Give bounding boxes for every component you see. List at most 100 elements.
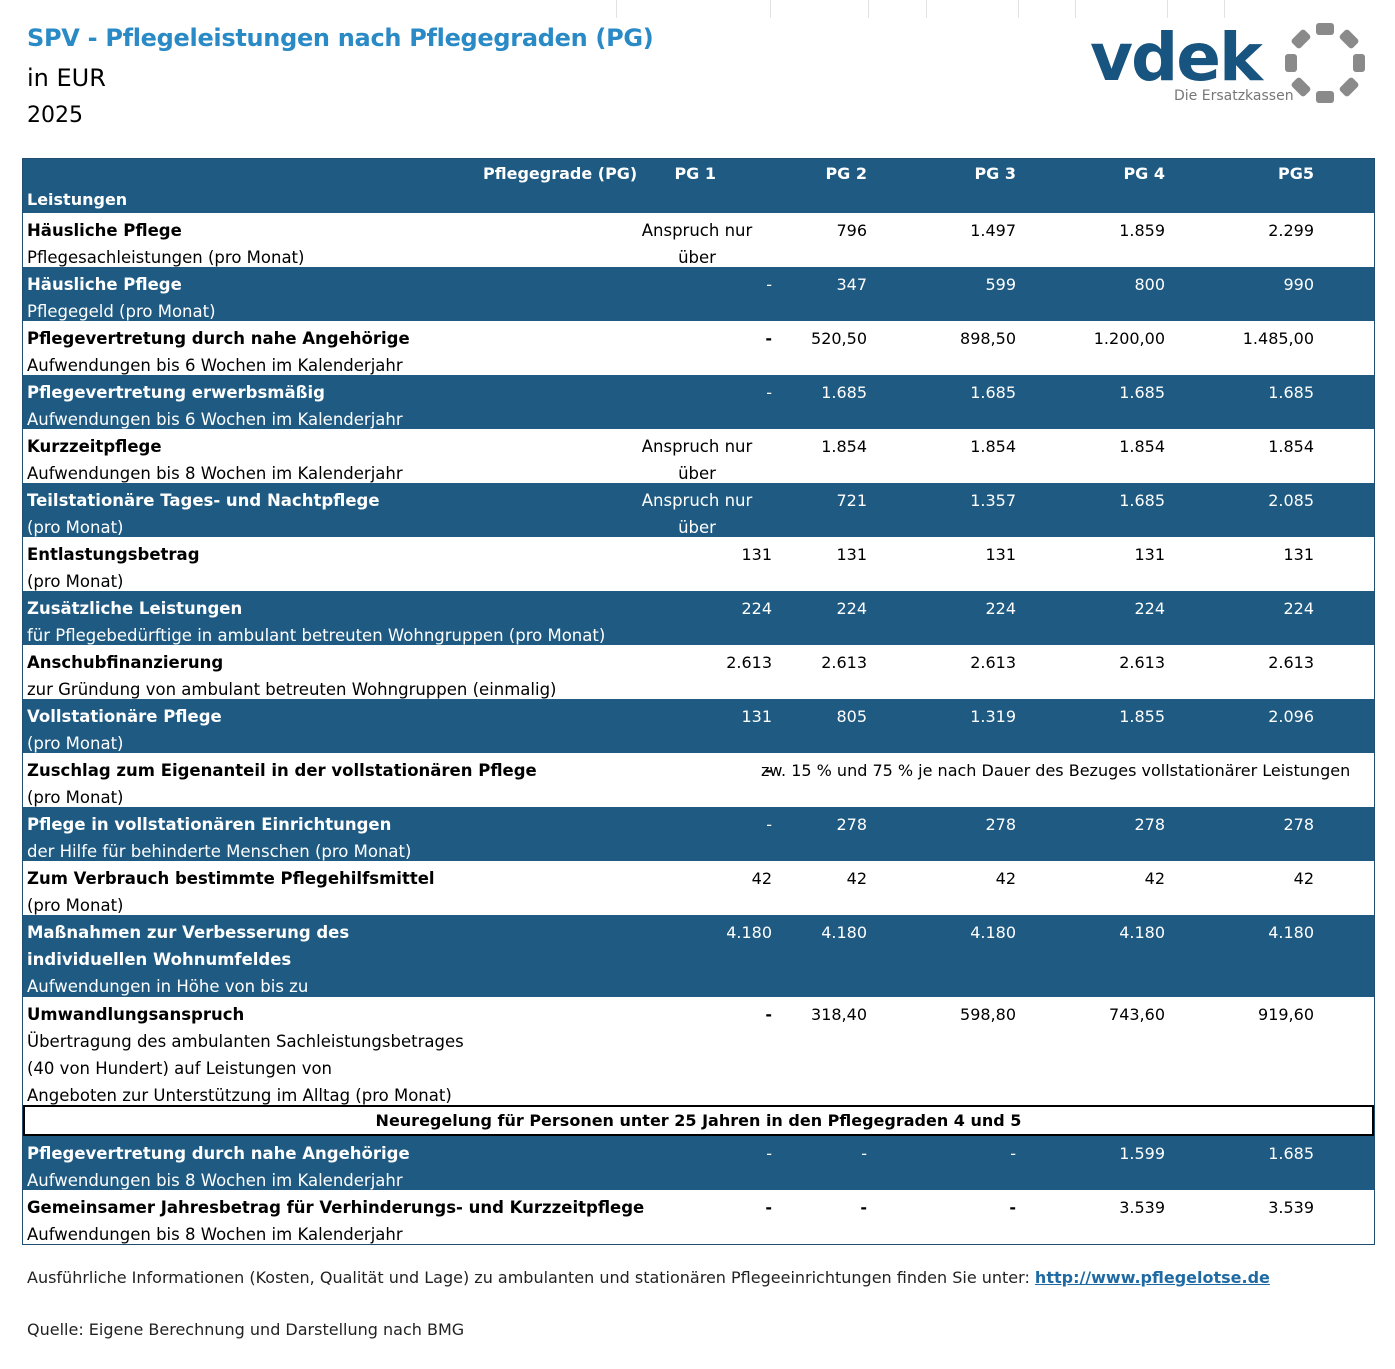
col-header-pg5: PG5: [1278, 164, 1314, 183]
value-pg2: 278: [836, 815, 867, 834]
logo-ring-segment: [1339, 29, 1359, 49]
vdek-logo: vdek Die Ersatzkassen: [1090, 18, 1370, 108]
value-pg4: 1.685: [1119, 491, 1165, 510]
col-header-pg2: PG 2: [825, 164, 867, 183]
value-pg2: 224: [836, 599, 867, 618]
row-subtitle: Pflegesachleistungen (pro Monat): [27, 248, 305, 267]
row-subtitle: (pro Monat): [27, 788, 124, 807]
value-pg1: 224: [741, 599, 772, 618]
row-subtitle: für Pflegebedürftige in ambulant betreut…: [27, 626, 606, 645]
value-pg5: 1.854: [1268, 437, 1314, 456]
value-pg2: 4.180: [821, 923, 867, 942]
table-row: Pflege in vollstationären Einrichtungen d…: [23, 807, 1374, 861]
row-title: Häusliche Pflege: [27, 221, 182, 240]
row-subtitle: der Hilfe für behinderte Menschen (pro M…: [27, 842, 412, 861]
benefits-table: Pflegegrade (PG) Leistungen PG 1 PG 2 PG…: [22, 158, 1375, 1245]
table-row: Entlastungsbetrag (pro Monat) 131 131 131 131…: [23, 537, 1374, 591]
logo-ring-icon: [1285, 23, 1365, 103]
row-title: Pflegevertretung durch nahe Angehörige: [27, 329, 410, 348]
row-label: Pflegevertretung durch nahe Angehörige Au…: [27, 1140, 410, 1194]
row-title: Pflege in vollstationären Einrichtungen: [27, 815, 392, 834]
row-label: Umwandlungsanspruch Übertragung des ambul…: [27, 1001, 464, 1109]
value-pg4: 1.855: [1119, 707, 1165, 726]
table-row: Anschubfinanzierung zur Gründung von ambu…: [23, 645, 1374, 699]
row-title: Vollstationäre Pflege: [27, 707, 222, 726]
row-label: Häusliche Pflege Pflegesachleistungen (pr…: [27, 217, 304, 271]
value-pg2: 1.685: [821, 383, 867, 402]
value-pg1: 131: [741, 707, 772, 726]
value-pg3: 224: [985, 599, 1016, 618]
value-pg4: 1.599: [1119, 1144, 1165, 1163]
row-subtitle: Angeboten zur Unterstützung im Alltag (p…: [27, 1086, 452, 1105]
row-label: Teilstationäre Tages- und Nachtpflege (pr…: [27, 487, 380, 541]
row-subtitle: Aufwendungen bis 6 Wochen im Kalenderjah…: [27, 410, 403, 429]
table-row: Gemeinsamer Jahresbetrag für Verhinderun…: [23, 1190, 1374, 1244]
value-pg2: 318,40: [811, 1005, 867, 1024]
row-title: Zusätzliche Leistungen: [27, 599, 243, 618]
value-pg1: -: [765, 1005, 772, 1024]
row-subtitle: (40 von Hundert) auf Leistungen von: [27, 1059, 333, 1078]
value-pg3: 278: [985, 815, 1016, 834]
value-pg5: 1.685: [1268, 1144, 1314, 1163]
value-pg2: 520,50: [811, 329, 867, 348]
value-pg2: -: [860, 1198, 867, 1217]
row-title: Zum Verbrauch bestimmte Pflegehilfsmitte…: [27, 869, 435, 888]
value-pg1: -: [765, 1198, 772, 1217]
value-pg2: 796: [836, 221, 867, 240]
value-pg5: 2.613: [1268, 653, 1314, 672]
table-row: Zum Verbrauch bestimmte Pflegehilfsmitte…: [23, 861, 1374, 915]
value-pg5: 131: [1283, 545, 1314, 564]
row-label: Pflegevertretung erwerbsmäßig Aufwendunge…: [27, 379, 403, 433]
table-row: Pflegevertretung erwerbsmäßig Aufwendunge…: [23, 375, 1374, 429]
logo-ring-segment: [1291, 77, 1311, 97]
value-pg4: 1.854: [1119, 437, 1165, 456]
value-pg4: 743,60: [1109, 1005, 1165, 1024]
value-pg5: 2.085: [1268, 491, 1314, 510]
value-pg3: -: [1009, 1198, 1016, 1217]
value-pg4: 131: [1134, 545, 1165, 564]
row-label: Gemeinsamer Jahresbetrag für Verhinderun…: [27, 1194, 644, 1248]
row-title: Entlastungsbetrag: [27, 545, 200, 564]
value-pg1: 2.613: [726, 653, 772, 672]
value-pg1: -: [766, 383, 772, 402]
value-pg5: 1.685: [1268, 383, 1314, 402]
row-label: Kurzzeitpflege Aufwendungen bis 8 Wochen …: [27, 433, 403, 487]
value-pg1: -: [766, 275, 772, 294]
pflegelotse-link[interactable]: http://www.pflegelotse.de: [1034, 1268, 1270, 1287]
row-subtitle: (pro Monat): [27, 572, 124, 591]
value-span-pg2-pg5: zw. 15 % und 75 % je nach Dauer des Bezu…: [761, 761, 1351, 780]
row-label: Maßnahmen zur Verbesserung des individuel…: [27, 919, 349, 1000]
row-title: Maßnahmen zur Verbesserung des: [27, 923, 350, 942]
row-subtitle: Aufwendungen bis 8 Wochen im Kalenderjah…: [27, 1225, 403, 1244]
row-subtitle: Aufwendungen bis 8 Wochen im Kalenderjah…: [27, 1171, 403, 1190]
value-pg2: 131: [836, 545, 867, 564]
row-subtitle: (pro Monat): [27, 896, 124, 915]
value-pg1: -: [765, 329, 772, 348]
table-row: Häusliche Pflege Pflegegeld (pro Monat) - 3…: [23, 267, 1374, 321]
value-pg2: 42: [846, 869, 867, 888]
row-title: Teilstationäre Tages- und Nachtpflege: [27, 491, 380, 510]
row-label: Anschubfinanzierung zur Gründung von ambu…: [27, 649, 557, 703]
row-label: Zum Verbrauch bestimmte Pflegehilfsmitte…: [27, 865, 435, 919]
table-header-row: Pflegegrade (PG) Leistungen PG 1 PG 2 PG…: [23, 159, 1374, 213]
value-pg2: 805: [836, 707, 867, 726]
value-pg1: 4.180: [726, 923, 772, 942]
value-pg1: -: [765, 761, 772, 780]
value-pg5: 990: [1283, 275, 1314, 294]
table-row: Teilstationäre Tages- und Nachtpflege (pr…: [23, 483, 1374, 564]
row-label: Zuschlag zum Eigenanteil in der vollstat…: [27, 757, 537, 811]
value-pg5: 42: [1293, 869, 1314, 888]
value-pg3: 1.319: [970, 707, 1016, 726]
footer-source: Quelle: Eigene Berechnung und Darstellun…: [27, 1320, 465, 1339]
unit-label: in EUR: [27, 64, 106, 92]
logo-wordmark: vdek: [1090, 19, 1263, 96]
row-title: individuellen Wohnumfeldes: [27, 950, 292, 969]
row-title: Häusliche Pflege: [27, 275, 182, 294]
table-row: Umwandlungsanspruch Übertragung des ambul…: [23, 997, 1374, 1105]
row-subtitle: Aufwendungen bis 8 Wochen im Kalenderjah…: [27, 464, 403, 483]
row-subtitle: Aufwendungen bis 6 Wochen im Kalenderjah…: [27, 356, 403, 375]
row-subtitle: zur Gründung von ambulant betreuten Wohn…: [27, 680, 557, 699]
value-pg5: 224: [1283, 599, 1314, 618]
row-subtitle: Übertragung des ambulanten Sachleistungs…: [27, 1032, 464, 1051]
logo-ring-segment: [1316, 23, 1334, 35]
